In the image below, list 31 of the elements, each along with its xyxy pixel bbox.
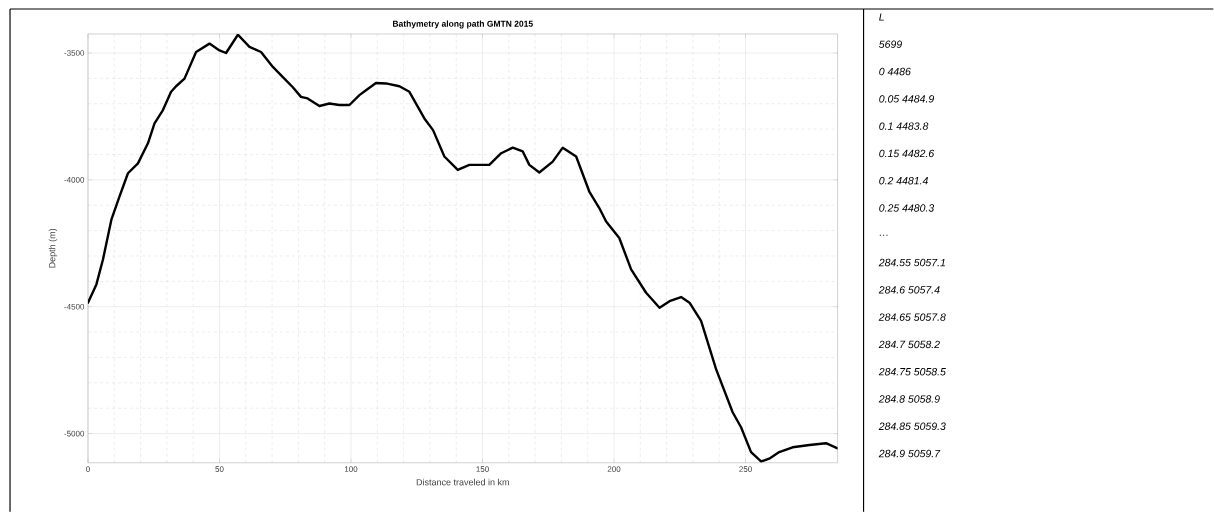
text: 284.65 5057.8: [878, 313, 946, 321]
y-axis-title: Depth (m): [48, 228, 58, 268]
text: L: [879, 13, 884, 21]
x-axis-title: Distance traveled in km: [416, 478, 509, 486]
y-tick-label: -4500: [64, 303, 85, 310]
text: 0.05 4484.9: [879, 94, 934, 103]
text: 284.6 5057.4: [878, 285, 940, 294]
text: 0.15 4482.6: [879, 149, 935, 157]
text: 284.7 5058.2: [878, 340, 940, 348]
x-tick-label: 0: [86, 466, 90, 472]
text: 284.8 5058.9: [878, 395, 940, 403]
text: 284.55 5057.1: [878, 258, 945, 267]
chart-title: Bathymetry along path GMTN 2015: [393, 20, 533, 29]
x-tick-label: 250: [739, 466, 752, 472]
text: 284.75 5058.5: [878, 367, 946, 376]
text: …: [879, 234, 888, 236]
text: 5699: [879, 40, 902, 48]
x-tick-label: 150: [476, 466, 489, 472]
y-tick-label: -5000: [64, 430, 85, 437]
line-series: [87, 33, 838, 463]
text: 0.25 4480.3: [879, 204, 935, 212]
text: 0.2 4481.4: [879, 176, 928, 185]
x-tick-label: 200: [607, 466, 621, 472]
text: 0.1 4483.8: [879, 122, 929, 130]
y-tick-label: -4000: [64, 176, 85, 183]
y-tick-label: -3500: [64, 50, 85, 56]
x-tick-label: 50: [215, 466, 224, 472]
text: 284.85 5059.3: [878, 422, 946, 430]
text: 0 4486: [879, 67, 911, 76]
x-tick-label: 100: [344, 466, 358, 472]
text: 284.9 5059.7: [878, 449, 941, 458]
